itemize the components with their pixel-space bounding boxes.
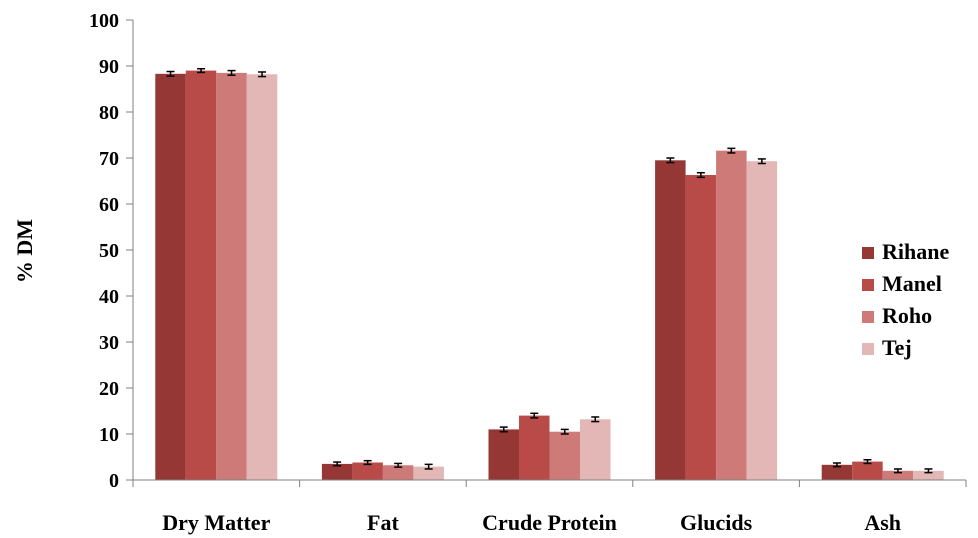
- x-tick-label-ash: Ash: [864, 510, 901, 535]
- legend-swatch-manel: [862, 279, 874, 291]
- legend: Rihane Manel Roho Tej: [862, 239, 949, 360]
- legend-label-tej: Tej: [882, 335, 912, 360]
- bar-tej-crude-protein: [580, 419, 611, 480]
- bar-tej-fat: [413, 466, 444, 480]
- bar-rihane-crude-protein: [488, 429, 519, 480]
- bar-roho-crude-protein: [549, 431, 580, 480]
- bar-rihane-fat: [321, 463, 353, 480]
- legend-swatch-tej: [862, 343, 874, 355]
- bar-manel-crude-protein: [519, 415, 550, 480]
- x-tick-label-crude-protein: Crude Protein: [482, 510, 617, 535]
- y-tick-label: 50: [99, 240, 119, 262]
- y-tick-label: 30: [99, 332, 119, 354]
- y-tick-label: 10: [99, 424, 119, 446]
- bar-roho-dry-matter: [216, 72, 247, 481]
- bar-roho-ash: [882, 470, 914, 480]
- bar-roho-fat: [382, 465, 414, 480]
- bar-rihane-dry-matter: [155, 73, 186, 480]
- y-tick-label: 60: [99, 194, 119, 216]
- bar-tej-dry-matter: [246, 74, 278, 480]
- bar-tej-glucids: [746, 161, 778, 480]
- y-tick-label: 100: [89, 10, 119, 32]
- bar-manel-fat: [352, 462, 383, 480]
- x-tick-label-dry-matter: Dry Matter: [162, 510, 270, 535]
- y-tick-label: 20: [99, 378, 119, 400]
- bar-rihane-glucids: [655, 160, 686, 481]
- bar-rihane-ash: [821, 464, 853, 480]
- y-axis-title: % DM: [12, 219, 37, 283]
- y-axis-ticks: 0 10 20 30 40 50 60 70 80 90 100: [89, 10, 133, 492]
- bar-manel-glucids: [685, 175, 717, 480]
- x-axis-labels: Dry Matter Fat Crude Protein Glucids Ash: [162, 510, 901, 535]
- y-tick-label: 90: [99, 56, 119, 78]
- y-tick-label: 40: [99, 286, 119, 308]
- y-tick-label: 80: [99, 102, 119, 124]
- bar-tej-ash: [913, 470, 944, 480]
- bar-manel-dry-matter: [185, 70, 217, 480]
- bar-roho-glucids: [716, 150, 747, 480]
- x-tick-label-fat: Fat: [367, 510, 399, 535]
- legend-label-manel: Manel: [882, 271, 942, 296]
- legend-swatch-rihane: [862, 247, 874, 259]
- y-tick-label: 0: [109, 470, 119, 492]
- y-axis-title-group: % DM: [12, 219, 37, 283]
- axes: [132, 20, 967, 487]
- y-tick-label: 70: [99, 148, 119, 170]
- x-tick-label-glucids: Glucids: [680, 510, 753, 535]
- bar-manel-ash: [852, 461, 883, 480]
- legend-swatch-roho: [862, 311, 874, 323]
- legend-label-rihane: Rihane: [882, 239, 949, 264]
- bars: [155, 68, 944, 481]
- legend-label-roho: Roho: [882, 303, 932, 328]
